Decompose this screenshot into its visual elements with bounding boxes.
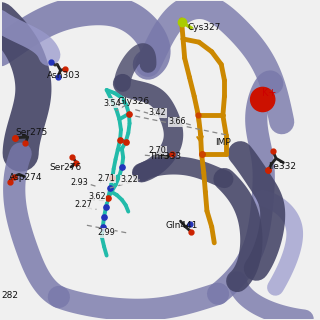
Text: Cys327: Cys327	[187, 23, 220, 32]
Text: 2.70: 2.70	[149, 146, 166, 155]
Text: 2.93: 2.93	[71, 178, 88, 187]
Text: 3.22: 3.22	[120, 175, 138, 184]
Text: 3.54: 3.54	[104, 99, 121, 108]
Text: 3.42: 3.42	[149, 108, 166, 117]
Text: Ser276: Ser276	[49, 164, 81, 172]
Text: Asn303: Asn303	[47, 71, 81, 80]
Text: Asp274: Asp274	[9, 173, 42, 182]
Text: Ser275: Ser275	[16, 128, 48, 137]
Text: 2.27: 2.27	[75, 200, 93, 209]
Text: IMP: IMP	[215, 138, 231, 147]
Circle shape	[251, 87, 275, 112]
Text: 3.62: 3.62	[88, 192, 106, 201]
Text: K+: K+	[262, 88, 276, 98]
Text: 282: 282	[1, 291, 18, 300]
Text: 2.71: 2.71	[98, 174, 116, 183]
Text: 3.66: 3.66	[168, 117, 186, 126]
Text: Gln441: Gln441	[165, 221, 198, 230]
Text: Thr333: Thr333	[149, 152, 182, 161]
Text: Gly326: Gly326	[118, 97, 150, 106]
Text: 2.99: 2.99	[97, 228, 115, 237]
Text: Ile332: Ile332	[268, 162, 296, 171]
